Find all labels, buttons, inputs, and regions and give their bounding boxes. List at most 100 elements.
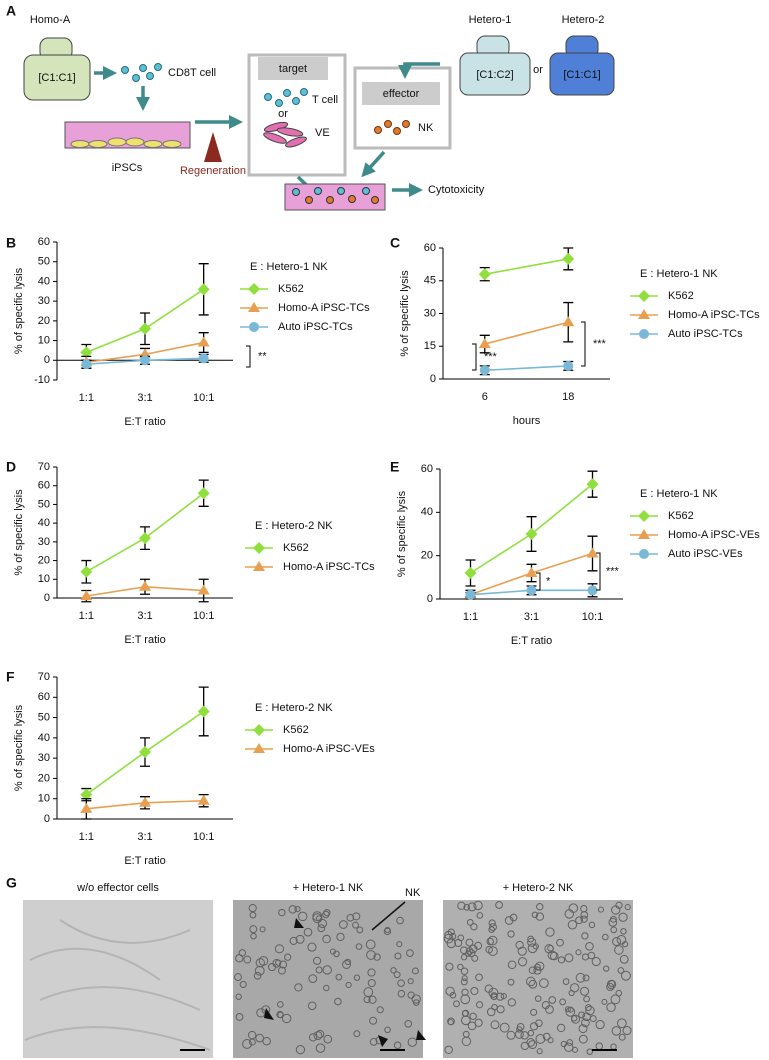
- significance: ***: [606, 565, 620, 577]
- cell: [393, 971, 401, 979]
- legend-marker: [638, 309, 650, 319]
- cell: [445, 986, 455, 996]
- panel-label: G: [6, 875, 17, 891]
- cell: [581, 1018, 590, 1028]
- legend-label: K562: [278, 283, 304, 295]
- cell: [616, 934, 627, 945]
- cell: [568, 903, 579, 913]
- cell: [353, 974, 361, 981]
- cell: [250, 932, 257, 940]
- cell: [446, 938, 457, 949]
- marker: [478, 338, 491, 349]
- marker: [139, 580, 151, 591]
- marker: [478, 268, 491, 281]
- cell: [390, 967, 397, 974]
- significance: ***: [484, 351, 498, 363]
- cell: [334, 997, 342, 1006]
- bracket: [596, 552, 601, 591]
- cell: [335, 973, 343, 981]
- texture: [234, 900, 632, 1055]
- cell: [547, 950, 558, 961]
- cell: [255, 958, 265, 968]
- y-tick-label: 40: [38, 275, 50, 287]
- cell: [615, 901, 623, 909]
- y-tick-label: 60: [38, 480, 50, 492]
- cell: [355, 943, 363, 950]
- y-tick-label: 50: [38, 711, 50, 723]
- cell: [288, 905, 297, 914]
- cell: [541, 1001, 550, 1010]
- cell: [312, 911, 323, 922]
- cell: [373, 953, 381, 961]
- label: VE: [315, 127, 330, 139]
- cell: [542, 1032, 551, 1041]
- label: [C1:C1]: [563, 69, 600, 81]
- cell: [467, 902, 477, 912]
- label: or: [278, 108, 288, 120]
- cell: [488, 987, 499, 998]
- cell: [488, 919, 496, 927]
- y-tick-label: 10: [38, 573, 50, 585]
- cell: [317, 918, 328, 929]
- cell: [235, 993, 242, 1000]
- cell: [460, 1015, 471, 1026]
- y-tick-label: 10: [38, 793, 50, 805]
- y-tick-label: 20: [421, 550, 433, 562]
- x-tick-label: 3:1: [137, 610, 152, 622]
- cell: [520, 1031, 529, 1040]
- cell: [307, 1001, 317, 1011]
- marker: [465, 589, 476, 600]
- legend-marker: [248, 302, 260, 312]
- label-box: [362, 82, 440, 105]
- arrow: [371, 901, 406, 931]
- cell: [496, 1005, 505, 1014]
- cell: [517, 946, 527, 956]
- marker: [197, 794, 210, 805]
- legend-label: K562: [283, 724, 309, 736]
- cell: [365, 939, 376, 950]
- diagram: Homo-A [C1:C1] CD8T cell iPSCs Regenerat…: [23, 14, 615, 211]
- label: Regeneration: [180, 165, 246, 177]
- label: NK: [418, 122, 434, 134]
- label: Hetero-1: [469, 14, 512, 26]
- bracket: [536, 572, 541, 591]
- marker: [139, 796, 151, 807]
- cell: [329, 948, 337, 955]
- cell: [580, 915, 588, 923]
- cell: [470, 986, 479, 996]
- marker: [525, 567, 538, 577]
- cell: [303, 927, 313, 937]
- micrograph: [233, 900, 423, 1058]
- legend-label: Auto iPSC-VEs: [668, 548, 743, 560]
- cell: [248, 904, 257, 913]
- cell: [527, 937, 537, 947]
- cell: [527, 935, 535, 943]
- cell: [367, 968, 376, 977]
- cell: [611, 905, 621, 915]
- cell: [394, 952, 402, 960]
- y-tick-label: 60: [38, 691, 50, 703]
- y-tick-label: 45: [424, 275, 436, 287]
- cell: [559, 998, 567, 1006]
- cell: [467, 949, 476, 958]
- cell: [500, 992, 507, 1000]
- cell: [575, 916, 583, 925]
- marker: [479, 365, 490, 376]
- cell: [487, 935, 498, 946]
- cell: [595, 1020, 605, 1030]
- cell: [460, 946, 468, 955]
- cell: [369, 1016, 378, 1025]
- cell: [254, 965, 265, 976]
- cells: [264, 88, 308, 107]
- y-tick-label: 60: [424, 242, 436, 254]
- cell: [235, 1013, 244, 1021]
- marker: [562, 316, 575, 327]
- x-axis-label: E:T ratio: [124, 416, 165, 428]
- significance: **: [258, 350, 267, 362]
- cell: [516, 1026, 523, 1033]
- cell: [515, 940, 524, 950]
- arrow-label: NK: [405, 887, 421, 899]
- cell: [344, 958, 352, 966]
- cell: [528, 979, 538, 989]
- y-tick-label: 0: [44, 354, 50, 366]
